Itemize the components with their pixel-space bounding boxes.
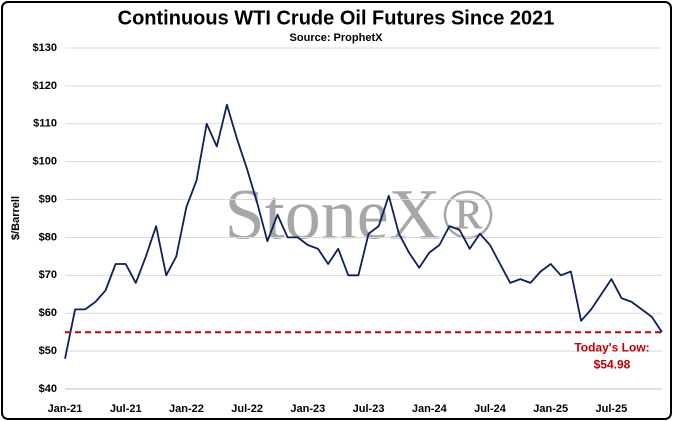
y-tick-label: $90: [39, 193, 57, 205]
x-tick-label: Jan-22: [169, 403, 204, 415]
y-tick-label: $50: [39, 345, 57, 357]
x-tick-label: Jan-25: [533, 403, 568, 415]
price-line: [64, 103, 663, 359]
y-tick-label: $70: [39, 269, 57, 281]
watermark: StoneX®: [225, 175, 496, 255]
x-tick-label: Jan-23: [290, 403, 325, 415]
y-axis-label: $/Barrell: [10, 196, 22, 240]
x-tick-label: Jul-23: [353, 403, 385, 415]
annotation-label: Today's Low:: [574, 340, 649, 354]
x-tick-label: Jan-21: [48, 403, 83, 415]
y-tick-label: $130: [33, 42, 57, 54]
y-tick-label: $100: [33, 156, 57, 168]
annotation-value: $54.98: [594, 357, 631, 371]
y-tick-label: $110: [33, 118, 57, 130]
y-tick-label: $120: [33, 80, 57, 92]
y-tick-label: $60: [39, 307, 57, 319]
y-tick-label: $40: [39, 383, 57, 395]
x-tick-label: Jan-24: [412, 403, 448, 415]
x-tick-label: Jul-22: [231, 403, 263, 415]
x-tick-label: Jul-24: [474, 403, 507, 415]
chart-subtitle: Source: ProphetX: [290, 32, 384, 44]
x-tick-label: Jul-25: [596, 403, 628, 415]
y-tick-label: $80: [39, 231, 57, 243]
x-tick-label: Jul-21: [110, 403, 142, 415]
chart-title: Continuous WTI Crude Oil Futures Since 2…: [118, 7, 555, 29]
